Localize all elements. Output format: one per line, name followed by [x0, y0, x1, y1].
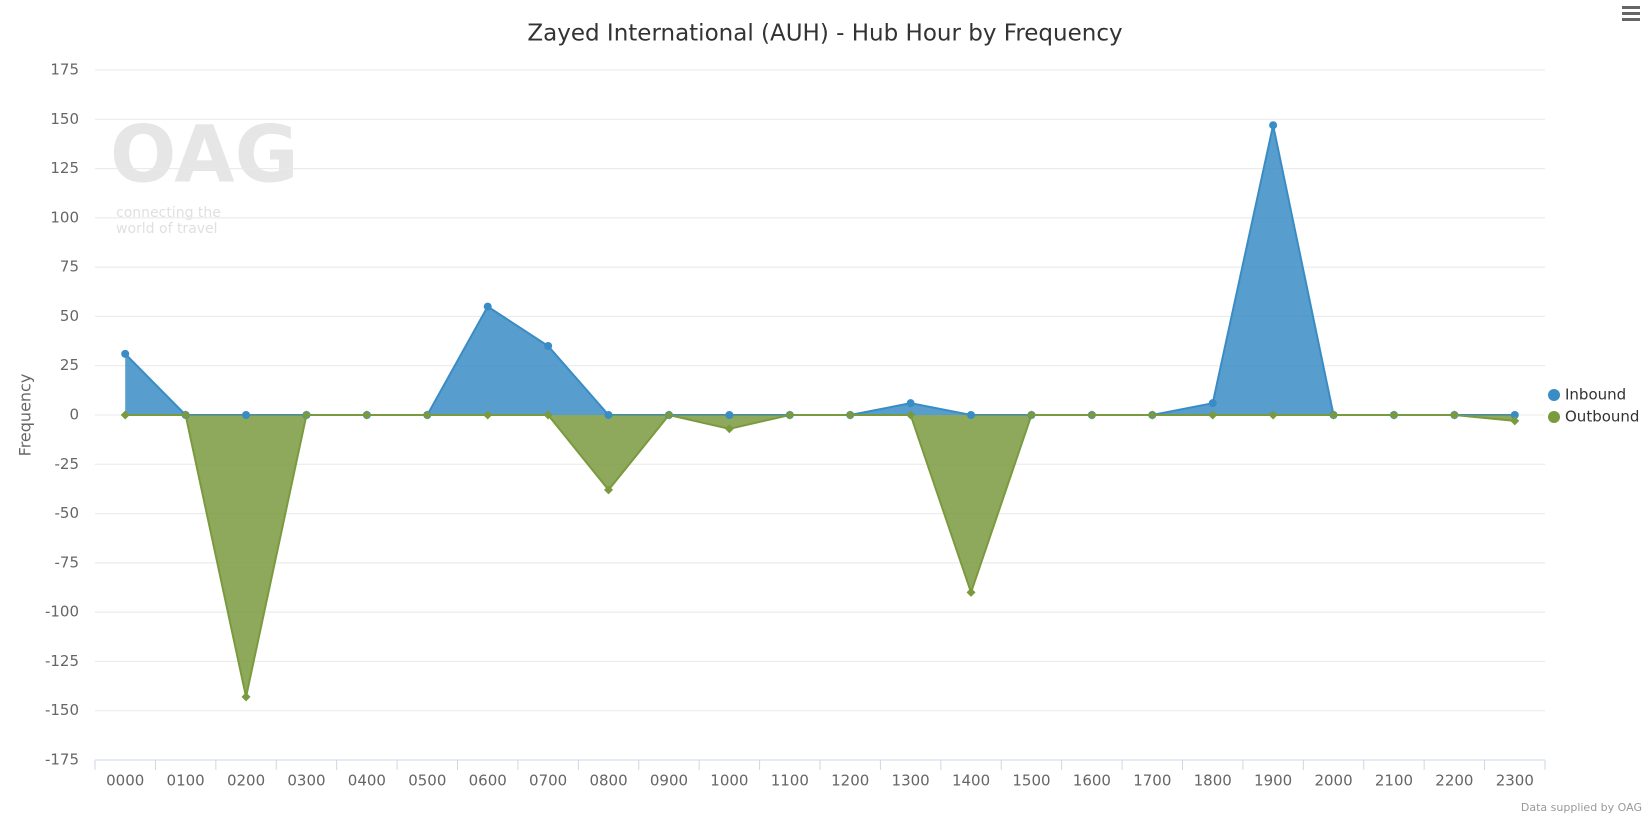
menu-bar[interactable]	[1622, 6, 1640, 9]
menu-button[interactable]	[1622, 6, 1640, 21]
x-tick-label: 1700	[1133, 772, 1171, 790]
x-tick-label: 0400	[348, 772, 386, 790]
x-tick-label: 1100	[771, 772, 809, 790]
point-marker	[967, 411, 976, 419]
point-marker	[241, 692, 251, 702]
point-marker	[1510, 411, 1519, 419]
point-marker	[1269, 121, 1278, 130]
y-axis-title: Frequency	[16, 374, 35, 457]
point-marker	[301, 410, 311, 420]
point-marker	[181, 410, 191, 420]
x-tick-label: 0000	[106, 772, 144, 790]
x-tick-label: 2100	[1375, 772, 1413, 790]
point-marker	[1389, 410, 1399, 420]
x-tick-label: 0100	[167, 772, 205, 790]
point-marker	[785, 410, 795, 420]
point-marker	[121, 349, 130, 358]
x-tick-label: 0200	[227, 772, 265, 790]
x-tick-label: 0900	[650, 772, 688, 790]
point-marker	[483, 410, 493, 420]
x-tick-label: 1600	[1073, 772, 1111, 790]
y-tick-label: -175	[45, 751, 79, 769]
legend-label: Inbound	[1565, 386, 1626, 404]
area-fill	[125, 125, 1515, 415]
area-fill	[125, 415, 1515, 697]
watermark-logo: OAG	[110, 110, 299, 200]
y-tick-label: 150	[50, 110, 79, 128]
point-marker	[1208, 399, 1217, 408]
x-tick-label: 2300	[1496, 772, 1534, 790]
credits: Data supplied by OAG	[1521, 801, 1642, 814]
x-tick-label: 0300	[287, 772, 325, 790]
watermark-tagline: world of travel	[116, 221, 218, 237]
y-tick-label: 0	[69, 406, 79, 424]
point-marker	[906, 410, 916, 420]
y-tick-label: -25	[55, 455, 80, 473]
x-tick-label: 1800	[1194, 772, 1232, 790]
y-tick-label: 25	[60, 356, 79, 374]
point-marker	[1026, 410, 1036, 420]
x-tick-label: 2000	[1314, 772, 1352, 790]
y-tick-label: 100	[50, 208, 79, 226]
point-marker	[1449, 410, 1459, 420]
y-tick-label: 175	[50, 61, 79, 79]
x-tick-label: 1400	[952, 772, 990, 790]
menu-bar[interactable]	[1622, 18, 1640, 21]
legend-label: Outbound	[1565, 408, 1639, 426]
y-tick-label: 125	[50, 159, 79, 177]
y-tick-label: 75	[60, 258, 79, 276]
point-marker	[604, 411, 613, 419]
y-tick-label: -150	[45, 701, 79, 719]
y-tick-label: 50	[60, 307, 79, 325]
x-tick-label: 2200	[1435, 772, 1473, 790]
point-marker	[1268, 410, 1278, 420]
x-tick-label: 0800	[589, 772, 627, 790]
menu-bar[interactable]	[1622, 12, 1640, 15]
point-marker	[845, 410, 855, 420]
point-marker	[724, 424, 734, 434]
legend-symbol	[1548, 389, 1560, 401]
x-tick-label: 1300	[892, 772, 930, 790]
y-tick-label: -100	[45, 603, 79, 621]
y-tick-label: -125	[45, 652, 79, 670]
point-marker	[966, 587, 976, 597]
x-tick-label: 1000	[710, 772, 748, 790]
area-line	[125, 413, 1515, 698]
point-marker	[362, 410, 372, 420]
x-tick-label: 0500	[408, 772, 446, 790]
point-marker	[543, 410, 553, 420]
x-tick-label: 1500	[1012, 772, 1050, 790]
y-tick-label: -50	[55, 504, 80, 522]
point-marker	[544, 342, 553, 350]
point-marker	[906, 399, 915, 408]
point-marker	[422, 410, 432, 420]
point-marker	[120, 410, 130, 420]
x-tick-label: 0700	[529, 772, 567, 790]
y-tick-label: -75	[55, 553, 80, 571]
legend-symbol	[1548, 411, 1560, 423]
point-marker	[1208, 410, 1218, 420]
point-marker	[604, 485, 614, 495]
point-marker	[1329, 410, 1339, 420]
point-marker	[483, 302, 492, 311]
x-tick-label: 0600	[469, 772, 507, 790]
point-marker	[725, 411, 734, 419]
x-tick-label: 1200	[831, 772, 869, 790]
point-marker	[1510, 416, 1520, 426]
point-marker	[1147, 410, 1157, 420]
chart-title: Zayed International (AUH) - Hub Hour by …	[527, 21, 1122, 47]
point-marker	[242, 411, 251, 419]
watermark-tagline: connecting the	[116, 205, 221, 221]
x-tick-label: 1900	[1254, 772, 1292, 790]
point-marker	[1087, 410, 1097, 420]
point-marker	[664, 410, 674, 420]
